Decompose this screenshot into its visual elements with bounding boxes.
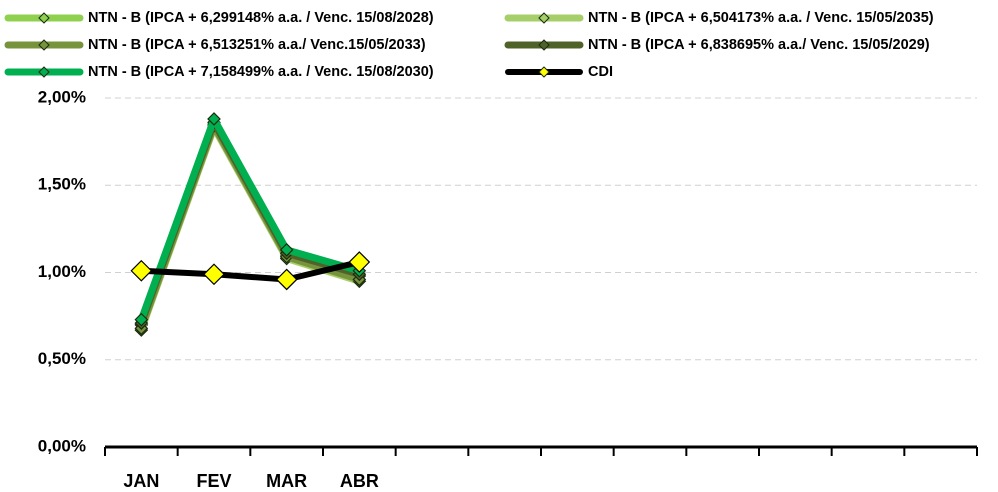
- data-point: [348, 251, 371, 273]
- data-point: [130, 259, 153, 282]
- data-point: [134, 312, 149, 327]
- legend-label: CDI: [588, 64, 613, 80]
- series-line: [137, 115, 363, 324]
- x-tick-label: FEV: [196, 471, 231, 491]
- x-tick-label: ABR: [340, 471, 379, 491]
- legend-label: NTN - B (IPCA + 6,299148% a.a. / Venc. 1…: [88, 10, 434, 26]
- legend-label: NTN - B (IPCA + 6,838695% a.a./ Venc. 15…: [588, 37, 930, 53]
- legend-label: NTN - B (IPCA + 6,504173% a.a. / Venc. 1…: [588, 10, 934, 26]
- data-point: [203, 263, 225, 286]
- legend-marker: [38, 39, 50, 51]
- y-tick-label: 1,50%: [38, 175, 86, 194]
- legend-label: NTN - B (IPCA + 7,158499% a.a. / Venc. 1…: [88, 64, 434, 80]
- legend-marker: [538, 39, 550, 51]
- y-tick-label: 0,50%: [38, 349, 86, 368]
- y-tick-label: 0,00%: [38, 436, 86, 455]
- data-point: [207, 112, 221, 126]
- series-line: [138, 259, 363, 283]
- legend-marker: [38, 66, 50, 78]
- legend-marker: [38, 12, 50, 24]
- x-tick-label: JAN: [123, 471, 159, 491]
- legend-marker: [538, 66, 550, 78]
- x-tick-label: MAR: [266, 471, 307, 491]
- y-tick-label: 1,00%: [38, 262, 86, 281]
- data-point: [279, 242, 294, 257]
- legend-marker: [538, 12, 550, 24]
- data-point: [275, 268, 298, 291]
- legend-label: NTN - B (IPCA + 6,513251% a.a./ Venc.15/…: [88, 37, 426, 53]
- y-tick-label: 2,00%: [38, 87, 86, 106]
